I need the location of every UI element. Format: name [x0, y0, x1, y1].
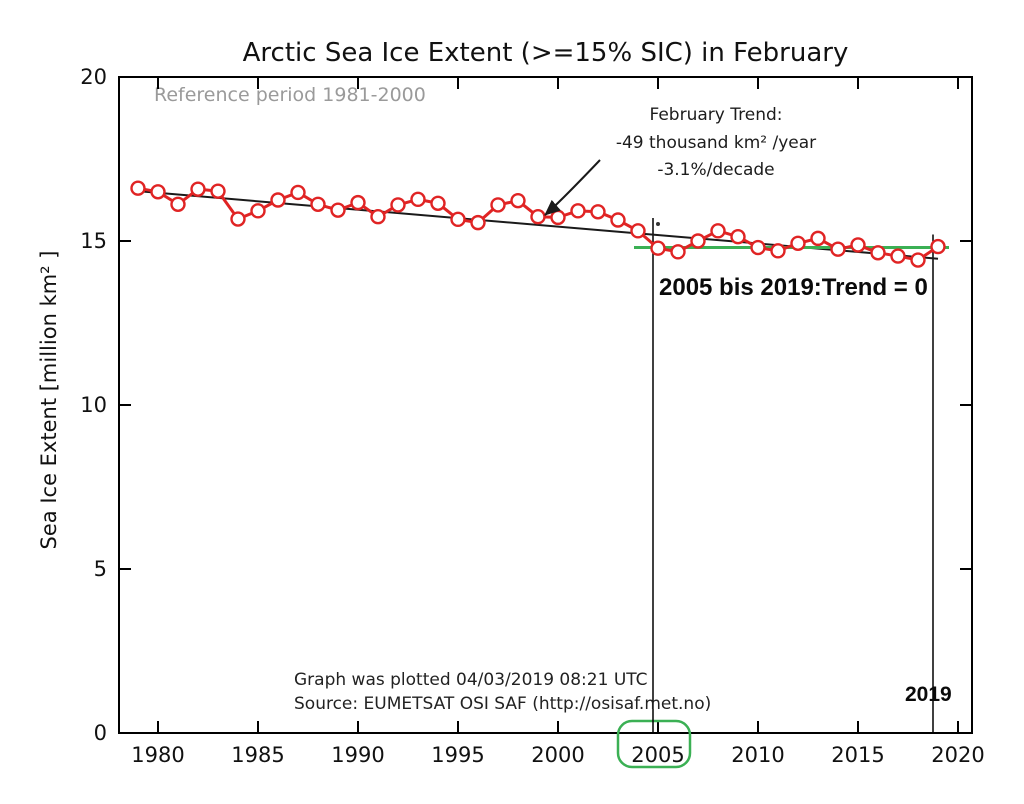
plotted-timestamp: Graph was plotted 04/03/2019 08:21 UTC: [294, 670, 648, 690]
data-point-1984: [230, 211, 246, 227]
data-point-1989: [330, 202, 346, 218]
y-tick-label: 5: [94, 557, 107, 581]
stray-dot: [656, 222, 660, 226]
data-point-2011: [770, 243, 786, 259]
data-point-2015: [850, 237, 866, 253]
x-tick-label: 2020: [931, 743, 984, 767]
trend-annotation-line3: -3.1%/decade: [657, 160, 775, 180]
x-tick-label: 2015: [831, 743, 884, 767]
data-point-1979: [130, 180, 146, 196]
data-point-2007: [690, 233, 706, 249]
chart-title: Arctic Sea Ice Extent (>=15% SIC) in Feb…: [242, 38, 849, 68]
y-tick-label: 20: [80, 65, 107, 89]
annotation-arrow: [544, 159, 601, 216]
source-credit: Source: EUMETSAT OSI SAF (http://osisaf.…: [294, 694, 712, 714]
y-tick-label: 15: [80, 229, 107, 253]
data-point-2018: [910, 252, 926, 268]
data-point-1987: [290, 184, 306, 201]
y-axis-label: Sea Ice Extent [million km² ]: [37, 251, 61, 550]
data-point-2008: [710, 223, 726, 239]
axes-frame: [118, 76, 973, 734]
data-point-2014: [830, 241, 846, 257]
trend-annotation-line1: February Trend:: [649, 105, 783, 125]
data-point-2010: [750, 239, 766, 256]
data-point-1998: [510, 192, 526, 209]
y-tick-label: 10: [80, 393, 107, 417]
data-point-2009: [730, 229, 746, 245]
trend-annotation: February Trend: -49 thousand km² /year -…: [616, 102, 816, 185]
trend-annotation-line2: -49 thousand km² /year: [615, 132, 817, 153]
data-point-2001: [570, 203, 586, 219]
data-point-1986: [270, 192, 286, 208]
data-point-2003: [610, 212, 626, 228]
x-tick-label: 1995: [431, 743, 484, 767]
data-point-1980: [150, 184, 166, 200]
x-tick-label: 1990: [331, 743, 384, 767]
data-point-2012: [790, 235, 806, 251]
data-point-1991: [370, 209, 386, 225]
data-point-1988: [310, 196, 326, 212]
trend-zero-annotation: 2005 bis 2019:Trend = 0: [659, 274, 928, 301]
data-point-1996: [470, 214, 486, 231]
data-point-2006: [670, 244, 686, 260]
data-point-2017: [890, 248, 906, 264]
data-point-1985: [250, 203, 266, 219]
data-point-1992: [390, 197, 406, 213]
x-tick-label: 2005: [631, 743, 684, 767]
data-point-2004: [630, 223, 646, 239]
y-tick-label: 0: [94, 721, 107, 745]
x-tick-label: 1985: [231, 743, 284, 767]
data-point-2019: [930, 238, 946, 255]
data-point-1982: [190, 181, 206, 197]
data-point-1993: [410, 191, 426, 208]
data-point-2000: [550, 209, 566, 226]
x-tick-label: 2010: [731, 743, 784, 767]
highlighted-xtick-box: [616, 719, 692, 769]
reference-period-note: Reference period 1981-2000: [154, 84, 426, 106]
data-point-1995: [450, 211, 466, 228]
x-tick-label: 2000: [531, 743, 584, 767]
year-2019-label: 2019: [905, 683, 952, 706]
x-tick-label: 1980: [131, 743, 184, 767]
data-point-1997: [490, 197, 506, 213]
data-point-1981: [170, 196, 186, 212]
data-point-2002: [590, 204, 606, 220]
data-point-2016: [870, 245, 886, 261]
data-point-2013: [810, 230, 826, 247]
data-point-1990: [350, 194, 366, 211]
data-point-1999: [530, 209, 546, 225]
data-point-1994: [430, 195, 446, 211]
data-point-1983: [210, 183, 226, 199]
data-point-2005: [650, 240, 666, 256]
